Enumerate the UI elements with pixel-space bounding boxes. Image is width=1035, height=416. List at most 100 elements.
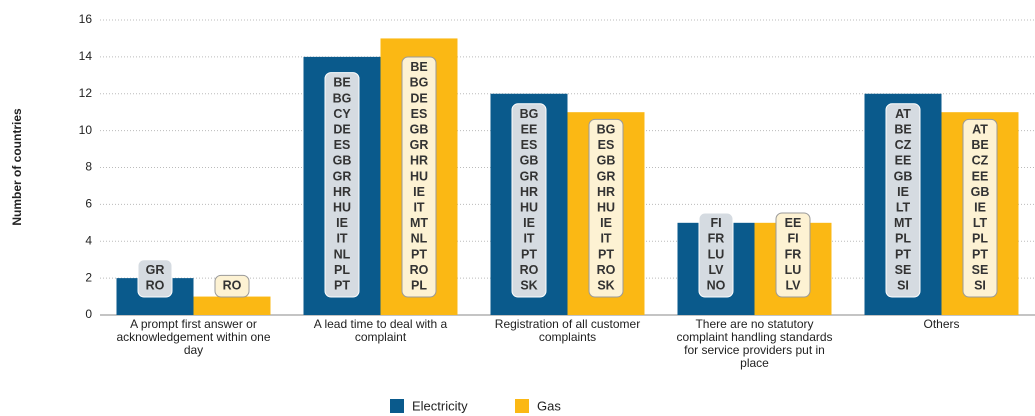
label-box xyxy=(401,56,437,298)
country-label: PT xyxy=(895,247,911,261)
country-label: GR xyxy=(597,169,616,183)
country-label: HR xyxy=(520,185,538,199)
bar xyxy=(193,296,271,315)
label-box xyxy=(137,259,173,298)
country-label: GR xyxy=(146,263,165,277)
country-label: IT xyxy=(600,232,611,246)
y-axis-title: Number of countries xyxy=(10,108,24,226)
country-label: IE xyxy=(413,185,425,199)
country-label: IT xyxy=(413,200,424,214)
country-label: PL xyxy=(411,278,427,292)
x-tick-label: A lead time to deal with a complaint xyxy=(314,317,448,344)
country-label: PT xyxy=(972,247,988,261)
country-label: MT xyxy=(410,216,428,230)
country-label: AT xyxy=(972,122,988,136)
country-label: DE xyxy=(333,122,350,136)
country-label: IE xyxy=(897,185,909,199)
country-label: PT xyxy=(411,247,427,261)
country-label: ES xyxy=(334,138,351,152)
country-label: GB xyxy=(894,169,913,183)
country-label: DE xyxy=(410,91,427,105)
label-box xyxy=(588,118,624,298)
x-tick-label: A prompt first answer or acknowledgement … xyxy=(116,317,270,357)
label-box xyxy=(324,72,360,298)
x-tick-label: There are no statutory complaint handling… xyxy=(676,317,832,370)
country-label: CZ xyxy=(972,154,989,168)
country-label: FR xyxy=(785,247,802,261)
country-label: LU xyxy=(708,247,725,261)
country-label: LT xyxy=(973,216,988,230)
country-label: EE xyxy=(895,154,912,168)
country-label: RO xyxy=(223,278,242,292)
country-label: HU xyxy=(597,200,615,214)
legend-label: Gas xyxy=(537,398,561,413)
country-label: NL xyxy=(411,232,428,246)
country-label: LV xyxy=(708,263,724,277)
country-label: PT xyxy=(521,247,537,261)
y-tick-label: 10 xyxy=(79,123,93,137)
country-label: GR xyxy=(333,169,352,183)
country-label: ES xyxy=(598,138,615,152)
legend-label: Electricity xyxy=(412,398,468,413)
country-label: PL xyxy=(972,232,988,246)
y-tick-label: 14 xyxy=(79,49,93,63)
country-label: GB xyxy=(333,154,352,168)
country-label: IT xyxy=(523,232,534,246)
label-box xyxy=(214,274,250,298)
country-label: BE xyxy=(410,60,427,74)
country-label: SE xyxy=(972,263,989,277)
country-label: HR xyxy=(333,185,351,199)
country-label: ES xyxy=(411,107,428,121)
y-tick-label: 12 xyxy=(79,86,93,100)
country-label: EE xyxy=(521,122,538,136)
legend-swatch xyxy=(515,399,529,413)
country-label: PT xyxy=(598,247,614,261)
country-label: SE xyxy=(895,263,912,277)
country-label: HR xyxy=(597,185,615,199)
country-label: BG xyxy=(597,122,616,136)
label-box xyxy=(775,212,811,298)
country-label: FI xyxy=(787,232,798,246)
country-label: BG xyxy=(333,91,352,105)
country-label: SI xyxy=(897,278,909,292)
country-label: LV xyxy=(785,278,801,292)
country-label: GR xyxy=(520,169,539,183)
country-label: HU xyxy=(333,200,351,214)
country-label: PL xyxy=(895,232,911,246)
country-label: LU xyxy=(785,263,802,277)
country-label: RO xyxy=(410,263,429,277)
country-label: CZ xyxy=(895,138,912,152)
country-label: RO xyxy=(520,263,539,277)
label-box xyxy=(962,118,998,298)
country-label: HU xyxy=(520,200,538,214)
country-label: IE xyxy=(974,200,986,214)
legend-swatch xyxy=(390,399,404,413)
country-label: LT xyxy=(896,200,911,214)
x-tick-label: Registration of all customer complaints xyxy=(495,317,640,344)
country-label: BE xyxy=(894,122,911,136)
country-label: GR xyxy=(410,138,429,152)
country-label: HR xyxy=(410,154,428,168)
y-tick-label: 4 xyxy=(85,233,92,247)
country-label: IE xyxy=(336,216,348,230)
y-tick-label: 0 xyxy=(85,307,92,321)
country-label: PT xyxy=(334,278,350,292)
country-label: RO xyxy=(597,263,616,277)
country-label: RO xyxy=(146,278,165,292)
country-label: IE xyxy=(523,216,535,230)
country-label: EE xyxy=(972,169,989,183)
y-tick-label: 16 xyxy=(79,12,93,26)
country-label: FR xyxy=(708,232,725,246)
country-label: BG xyxy=(520,107,539,121)
country-label: HU xyxy=(410,169,428,183)
label-box xyxy=(885,103,921,298)
country-label: SI xyxy=(974,278,986,292)
country-label: IT xyxy=(336,232,347,246)
country-label: FI xyxy=(710,216,721,230)
country-label: MT xyxy=(894,216,912,230)
country-label: GB xyxy=(971,185,990,199)
country-label: NO xyxy=(707,278,726,292)
country-label: GB xyxy=(520,154,539,168)
country-label: ES xyxy=(521,138,538,152)
y-tick-label: 8 xyxy=(85,160,92,174)
